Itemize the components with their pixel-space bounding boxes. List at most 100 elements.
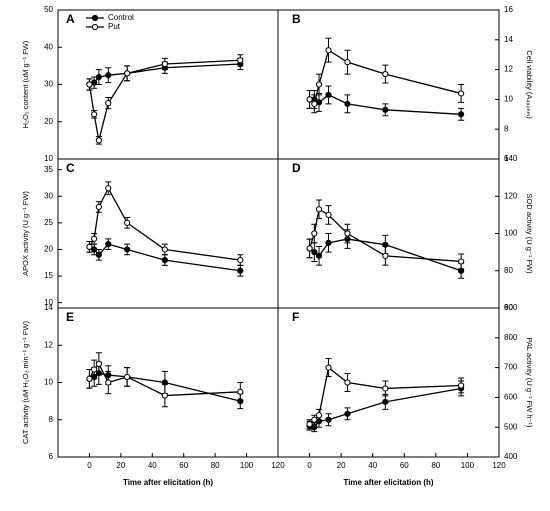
y-tick-label: 140	[504, 154, 518, 163]
data-point	[105, 72, 112, 79]
data-point	[325, 91, 332, 99]
data-point	[86, 375, 93, 382]
data-point	[311, 416, 318, 423]
y-tick-label: 14	[44, 303, 53, 312]
data-point	[86, 81, 93, 88]
y-tick-label: 600	[504, 393, 518, 402]
data-point	[91, 111, 98, 118]
data-point	[315, 252, 323, 259]
data-point	[237, 257, 244, 264]
data-point	[458, 111, 465, 118]
y-axis-title: APOX activity (U g⁻¹ FW)	[21, 191, 30, 276]
y-axis-title: SOD activity (U g⁻¹ FW)	[525, 193, 534, 274]
data-point	[237, 267, 244, 274]
panel-label: F	[292, 310, 299, 324]
data-point	[91, 235, 98, 242]
y-tick-label: 20	[44, 245, 53, 254]
y-tick-label: 30	[44, 191, 53, 200]
y-axis-title: PAL activity (U g⁻¹ FW h⁻¹)	[525, 337, 534, 428]
data-point	[325, 416, 332, 423]
data-point	[237, 57, 244, 64]
y-tick-label: 25	[44, 218, 53, 227]
panel-frame	[57, 307, 279, 458]
x-tick-label: 80	[211, 461, 220, 470]
data-point	[311, 249, 318, 256]
y-tick-label: 80	[504, 266, 513, 275]
legend-marker	[91, 23, 99, 31]
y-tick-label: 30	[44, 80, 53, 89]
y-tick-label: 12	[44, 340, 53, 349]
y-tick-label: 12	[504, 65, 513, 74]
data-point	[161, 246, 168, 253]
panel-frame	[57, 158, 279, 309]
data-point	[124, 219, 131, 226]
x-tick-label: 120	[271, 461, 285, 470]
y-tick-label: 6	[49, 452, 54, 461]
data-point	[306, 421, 313, 428]
data-point	[458, 258, 465, 265]
data-point	[311, 100, 318, 107]
data-point	[86, 243, 93, 250]
x-tick-label: 40	[148, 461, 157, 470]
data-point	[95, 73, 102, 81]
data-point	[325, 364, 332, 371]
data-point	[344, 230, 351, 237]
x-axis-title: Time after elicitation (h)	[123, 478, 213, 487]
data-point	[311, 230, 318, 237]
x-tick-label: 60	[179, 461, 188, 470]
y-axis-title: Cell viability (A₄₉₀ₙₘ)	[525, 50, 534, 119]
x-axis-title: Time after elicitation (h)	[343, 478, 433, 487]
y-tick-label: 16	[504, 5, 513, 14]
data-point	[382, 106, 389, 113]
data-point	[458, 90, 465, 97]
y-tick-label: 120	[504, 191, 518, 200]
data-point	[91, 366, 98, 373]
data-point	[95, 251, 102, 258]
y-tick-label: 10	[44, 298, 53, 307]
y-tick-label: 700	[504, 363, 518, 372]
panel-label: A	[66, 12, 75, 26]
data-point	[95, 137, 102, 144]
data-point	[325, 47, 332, 54]
y-tick-label: 14	[504, 35, 513, 44]
y-tick-label: 800	[504, 333, 518, 342]
x-tick-label: 100	[461, 461, 475, 470]
legend-marker	[91, 14, 99, 22]
y-tick-label: 900	[504, 303, 518, 312]
data-point	[458, 382, 465, 389]
y-tick-label: 20	[44, 117, 53, 126]
data-point	[344, 100, 351, 107]
y-tick-label: 10	[44, 378, 53, 387]
x-tick-label: 0	[87, 461, 92, 470]
data-point	[161, 392, 168, 399]
panel-frame	[277, 307, 500, 458]
data-point	[124, 373, 131, 381]
data-point	[124, 70, 131, 77]
data-point	[105, 185, 112, 192]
data-point	[161, 60, 168, 68]
y-tick-label: 50	[44, 5, 53, 14]
x-tick-label: 20	[337, 461, 346, 470]
y-tick-label: 500	[504, 422, 518, 431]
x-tick-label: 20	[116, 461, 125, 470]
data-point	[315, 412, 323, 419]
panel-frame	[277, 158, 500, 309]
panel-label: D	[292, 161, 301, 175]
data-point	[325, 211, 332, 218]
data-point	[382, 252, 389, 259]
y-tick-label: 6	[504, 154, 509, 163]
data-point	[315, 206, 323, 213]
data-point	[91, 246, 98, 253]
data-point	[315, 81, 323, 88]
y-axis-title: H₂O₂ content (uM g⁻¹ FW)	[21, 40, 30, 128]
data-point	[344, 410, 351, 417]
data-point	[306, 96, 313, 103]
data-point	[237, 388, 244, 395]
x-tick-label: 40	[368, 461, 377, 470]
data-point	[344, 379, 351, 386]
data-point	[105, 379, 112, 386]
y-axis-title: CAT activity (uM H₂O₂ min⁻¹ g⁻¹ FW)	[21, 320, 30, 444]
panel-label: C	[66, 161, 75, 175]
data-point	[306, 245, 313, 252]
